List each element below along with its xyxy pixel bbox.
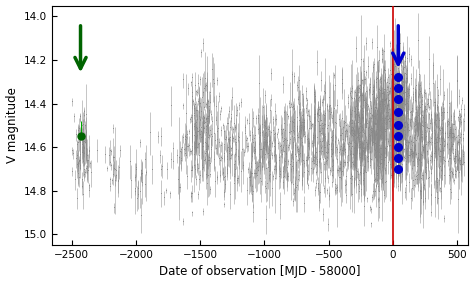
X-axis label: Date of observation [MJD - 58000]: Date of observation [MJD - 58000] [159,266,361,278]
Y-axis label: V magnitude: V magnitude [6,87,18,163]
